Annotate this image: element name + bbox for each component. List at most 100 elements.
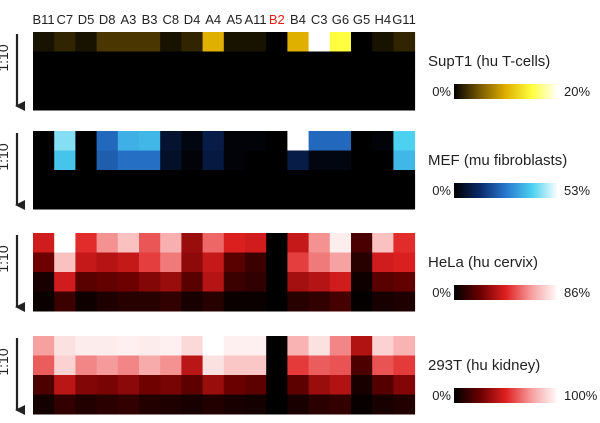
heatmap-cell (160, 355, 182, 376)
heatmap-cell (308, 336, 331, 356)
heatmap-cell (96, 170, 119, 190)
heatmap-cell (181, 336, 204, 356)
heatmap-cell (287, 233, 310, 253)
heatmap-cell (33, 189, 55, 210)
heatmap-cell (33, 233, 55, 253)
heatmap-cell (308, 189, 331, 210)
scale-max-label: 53% (564, 183, 590, 198)
heatmap-cell (393, 32, 416, 52)
column-label: A3 (120, 12, 136, 27)
heatmap-cell (393, 252, 416, 273)
column-label: A11 (245, 12, 267, 27)
heatmap-cell (266, 233, 288, 253)
heatmap-cell (393, 394, 416, 415)
heatmap-cell (351, 150, 373, 171)
heatmap-cell (308, 233, 331, 253)
heatmap-cell (329, 272, 352, 292)
dilution-label: 1:10 (0, 245, 11, 272)
heatmap-cell (181, 355, 204, 376)
heatmap-cell (33, 252, 55, 273)
heatmap-cell (266, 71, 288, 91)
heatmap-cell (139, 394, 161, 415)
heatmap-cell (181, 170, 204, 190)
heatmap-cell (245, 336, 267, 356)
heatmap-cell (139, 131, 161, 151)
heatmap-cell (245, 150, 267, 171)
heatmap-cell (245, 189, 267, 210)
heatmap-cell (393, 131, 416, 151)
cell-line-label: HeLa (hu cervix) (428, 254, 538, 271)
heatmap-cell (308, 90, 331, 111)
heatmap-cell (393, 51, 416, 72)
heatmap-cell (75, 189, 98, 210)
heatmap-cell (75, 272, 98, 292)
heatmap-cell (202, 375, 225, 395)
heatmap-cell (54, 150, 76, 171)
heatmap-cell (202, 150, 225, 171)
heatmap-cell (139, 150, 161, 171)
heatmap-cell (139, 355, 161, 376)
heatmap-cell (117, 90, 140, 111)
heatmap-cell (54, 272, 76, 292)
heatmap-cell (287, 71, 310, 91)
color-scale-bar (454, 285, 558, 300)
heatmap-cell (117, 291, 140, 312)
heatmap-cell (160, 170, 182, 190)
scale-max-label: 86% (564, 285, 590, 300)
heatmap-cell (202, 32, 225, 52)
heatmap-cell (117, 252, 140, 273)
heatmap-cell (329, 394, 352, 415)
heatmap-cell (329, 291, 352, 312)
column-label: C7 (56, 12, 73, 27)
heatmap-cell (202, 252, 225, 273)
heatmap-cell (75, 375, 98, 395)
cell-line-label: MEF (mu fibroblasts) (428, 152, 567, 169)
heatmap-cell (117, 51, 140, 72)
heatmap-cell (351, 375, 373, 395)
heatmap-cell (393, 90, 416, 111)
heatmap-cell (223, 272, 246, 292)
heatmap-cell (351, 131, 373, 151)
heatmap-cell (139, 189, 161, 210)
heatmap-cell (245, 51, 267, 72)
heatmap-cell (329, 71, 352, 91)
heatmap-cell (117, 150, 140, 171)
heatmap-cell (33, 90, 55, 111)
heatmap-cell (202, 51, 225, 72)
heatmap-cell (329, 336, 352, 356)
column-labels: B11 C7 D5 D8 A3 B3 C8 D4 A4 A5 A11 B2 B4 C3 G6 G5 H4 G11 (33, 12, 416, 27)
heatmap-panel: 1:10 SupT1 (hu T-cells) 0% 20% (0, 32, 590, 111)
heatmap-cell (266, 252, 288, 273)
heatmap-cell (96, 71, 119, 91)
heatmap-cell (223, 170, 246, 190)
dilution-label: 1:10 (0, 348, 11, 375)
heatmap-cell (75, 150, 98, 171)
color-scale-bar (454, 388, 558, 403)
heatmap-cell (266, 51, 288, 72)
heatmap-cell (181, 233, 204, 253)
heatmap-cell (139, 272, 161, 292)
column-label: A5 (226, 12, 242, 27)
heatmap-cell (117, 189, 140, 210)
heatmap-cell (372, 32, 394, 52)
heatmap-cell (223, 375, 246, 395)
heatmap-cell (308, 291, 331, 312)
heatmap-cell (181, 394, 204, 415)
column-label: G6 (332, 12, 349, 27)
heatmap-cell (266, 375, 288, 395)
heatmap-cell (54, 375, 76, 395)
heatmap-cell (160, 189, 182, 210)
heatmap-cell (160, 90, 182, 111)
heatmap-cell (33, 32, 55, 52)
heatmap-cell (75, 355, 98, 376)
cell-line-label: SupT1 (hu T-cells) (428, 53, 550, 70)
column-label: H4 (374, 12, 391, 27)
heatmap-cell (181, 375, 204, 395)
heatmap-cell (351, 336, 373, 356)
heatmap-cell (372, 291, 394, 312)
heatmap-cell (329, 32, 352, 52)
heatmap-cell (287, 272, 310, 292)
heatmap-cell (351, 51, 373, 72)
heatmap-cell (54, 51, 76, 72)
